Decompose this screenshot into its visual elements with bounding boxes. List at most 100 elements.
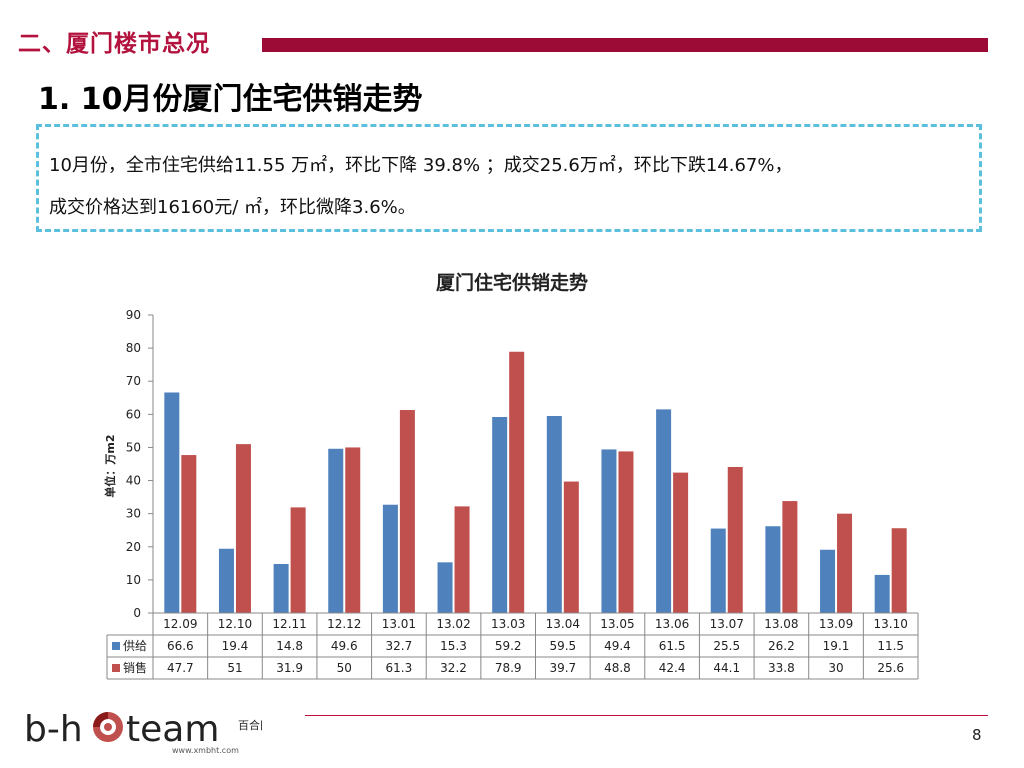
legend-label: 销售: [123, 660, 147, 675]
data-table-value: 11.5: [877, 639, 904, 653]
data-table-value: 59.5: [549, 639, 576, 653]
company-logo: b-h team 百合田 www.xmbht.com: [22, 705, 271, 755]
bar-销售-13.05: [618, 451, 634, 613]
x-category-label: 13.05: [600, 617, 634, 631]
data-table-value: 59.2: [495, 639, 522, 653]
section-title-bar: [262, 38, 988, 52]
y-tick-label: 80: [126, 341, 141, 355]
bar-销售-13.08: [782, 501, 798, 613]
bar-供给-13.07: [710, 528, 726, 613]
data-table-value: 48.8: [604, 661, 631, 675]
x-category-label: 13.03: [491, 617, 525, 631]
bar-销售-13.10: [891, 528, 907, 613]
data-table-value: 15.3: [440, 639, 467, 653]
data-table-value: 25.5: [713, 639, 740, 653]
y-tick-label: 30: [126, 507, 141, 521]
x-category-label: 13.07: [710, 617, 744, 631]
legend-label: 供给: [123, 639, 147, 653]
summary-line-2: 成交价格达到16160元/ ㎡，环比微降3.6%。: [49, 197, 416, 218]
data-table-value: 25.6: [877, 661, 904, 675]
data-table-value: 61.3: [386, 661, 413, 675]
data-table-value: 19.1: [823, 639, 850, 653]
y-tick-label: 50: [126, 440, 141, 454]
summary-line-1: 10月份，全市住宅供给11.55 万㎡，环比下降 39.8% ；成交25.6万㎡…: [49, 155, 793, 176]
bar-供给-12.12: [328, 448, 344, 613]
y-tick-label: 20: [126, 540, 141, 554]
data-table-value: 14.8: [276, 639, 303, 653]
bar-供给-13.05: [601, 449, 617, 613]
bar-销售-13.01: [399, 410, 415, 613]
bar-供给-13.09: [820, 549, 836, 613]
x-category-label: 13.02: [436, 617, 470, 631]
data-table-value: 47.7: [167, 661, 194, 675]
data-table-value: 42.4: [659, 661, 686, 675]
data-table-value: 61.5: [659, 639, 686, 653]
x-category-label: 12.10: [218, 617, 252, 631]
legend-swatch-供给: [112, 642, 120, 650]
logo-b-text: b-h: [24, 709, 83, 750]
y-tick-label: 0: [133, 606, 141, 620]
y-tick-label: 60: [126, 407, 141, 421]
bar-供给-13.02: [437, 562, 453, 613]
bar-供给-12.09: [164, 392, 180, 613]
logo-cn-text: 百合田: [238, 718, 262, 732]
data-table-value: 32.7: [386, 639, 413, 653]
bar-销售-12.12: [345, 447, 361, 613]
data-table-value: 31.9: [276, 661, 303, 675]
x-category-label: 13.10: [873, 617, 907, 631]
logo-team-text: team: [126, 709, 219, 750]
y-tick-label: 90: [126, 308, 141, 322]
logo-url-text: www.xmbht.com: [172, 746, 239, 755]
data-table-value: 51: [227, 661, 242, 675]
section-title: 二、厦门楼市总况: [18, 31, 210, 57]
summary-box: 10月份，全市住宅供给11.55 万㎡，环比下降 39.8% ；成交25.6万㎡…: [36, 124, 982, 232]
y-axis-label: 单位：万m2: [103, 434, 117, 497]
x-category-label: 13.01: [382, 617, 416, 631]
bar-销售-12.11: [290, 507, 306, 613]
data-table-value: 19.4: [222, 639, 249, 653]
bar-销售-12.10: [235, 444, 251, 613]
bar-供给-13.06: [656, 409, 672, 613]
data-table-value: 78.9: [495, 661, 522, 675]
data-table-value: 39.7: [549, 661, 576, 675]
data-table-value: 26.2: [768, 639, 795, 653]
x-category-label: 13.09: [819, 617, 853, 631]
bar-销售-13.04: [563, 481, 579, 613]
footer-divider: [305, 715, 988, 716]
x-category-label: 12.09: [163, 617, 197, 631]
bar-供给-13.03: [492, 416, 508, 613]
bar-供给-13.04: [546, 415, 562, 613]
bar-销售-13.07: [727, 466, 743, 613]
x-category-label: 12.12: [327, 617, 361, 631]
legend-swatch-销售: [112, 664, 120, 672]
x-category-label: 12.11: [272, 617, 306, 631]
bar-供给-13.10: [874, 574, 890, 613]
logo-swirl-icon: [93, 712, 123, 742]
bar-供给-13.08: [765, 526, 781, 613]
data-table-value: 30: [828, 661, 843, 675]
bar-销售-13.03: [509, 351, 525, 613]
bar-销售-13.06: [673, 472, 689, 613]
page-number: 8: [972, 726, 982, 744]
bar-供给-12.11: [273, 563, 289, 613]
data-table-value: 49.4: [604, 639, 631, 653]
y-tick-label: 10: [126, 573, 141, 587]
bar-销售-13.02: [454, 506, 470, 613]
data-table-value: 66.6: [167, 639, 194, 653]
bar-销售-12.09: [181, 455, 197, 613]
y-tick-label: 40: [126, 474, 141, 488]
page-title: 1. 10月份厦门住宅供销走势: [38, 82, 423, 117]
chart-title: 厦门住宅供销走势: [435, 272, 588, 294]
data-table-value: 44.1: [713, 661, 740, 675]
x-category-label: 13.04: [546, 617, 580, 631]
data-table-value: 33.8: [768, 661, 795, 675]
data-table-value: 49.6: [331, 639, 358, 653]
data-table-value: 50: [337, 661, 352, 675]
x-category-label: 13.06: [655, 617, 689, 631]
x-category-label: 13.08: [764, 617, 798, 631]
bar-销售-13.09: [837, 513, 853, 613]
data-table-value: 32.2: [440, 661, 467, 675]
bar-供给-13.01: [382, 504, 398, 613]
bar-供给-12.10: [218, 548, 234, 613]
